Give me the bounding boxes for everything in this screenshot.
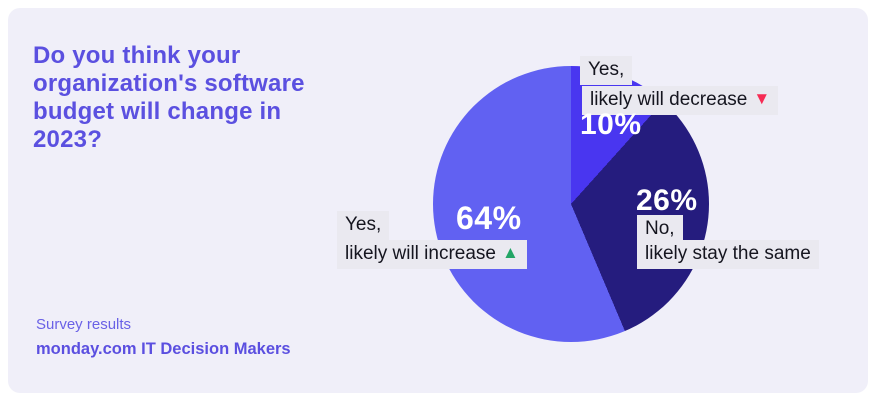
decrease-label-yes-chip: Yes, xyxy=(580,56,633,85)
source-line2: monday.com IT Decision Makers xyxy=(36,340,291,358)
increase-label-line2: likely will increase ▲ xyxy=(337,240,527,269)
increase-value-label: 64% xyxy=(456,200,522,236)
same-value-label: 26% xyxy=(636,184,698,217)
decrease-label-line1: Yes, xyxy=(580,56,633,85)
increase-label-yes-chip: Yes, xyxy=(337,211,390,240)
same-label-line2: likely stay the same xyxy=(637,240,819,269)
decrease-label-text-chip: likely will decrease ▼ xyxy=(582,86,779,115)
increase-label-text-chip: likely will increase ▲ xyxy=(337,240,527,269)
increase-label-line1: Yes, xyxy=(337,211,390,240)
decrease-label-line2: likely will decrease ▼ xyxy=(582,86,779,115)
triangle-down-icon: ▼ xyxy=(753,89,771,108)
same-label-line1: No, xyxy=(637,215,683,244)
infographic-card: Do you think your organization's softwar… xyxy=(8,8,868,393)
same-label-text-chip: likely stay the same xyxy=(637,240,819,269)
same-label-no-chip: No, xyxy=(637,215,683,244)
chart-title: Do you think your organization's softwar… xyxy=(33,42,305,153)
triangle-up-icon: ▲ xyxy=(502,243,519,262)
source-line1: Survey results xyxy=(36,316,132,333)
increase-label-text: likely will increase xyxy=(345,243,496,264)
decrease-value-label: 10% xyxy=(580,108,642,141)
decrease-label-text: likely will decrease xyxy=(590,89,748,110)
